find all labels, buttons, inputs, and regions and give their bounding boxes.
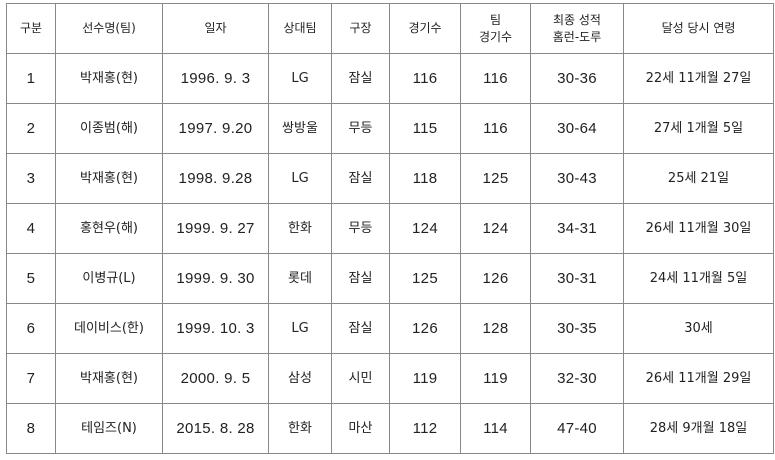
table-row: 6 데이비스(한) 1999. 10. 3 LG 잠실 126 128 30-35 30세 (6, 303, 774, 354)
header-col-age: 달성 당시 연령 (623, 3, 774, 54)
table-row: 2 이종범(해) 1997. 9.20 쌍방울 무등 115 116 30-64 27세 1개월… (6, 103, 774, 154)
table-row: 8 테임즈(N) 2015. 8. 28 한화 마산 112 114 47-40 28세 9개월… (6, 403, 774, 454)
cell-col-stadium: 잠실 (331, 253, 390, 304)
cell-col-index: 5 (6, 253, 56, 304)
cell-col-stadium: 무등 (331, 103, 390, 154)
header-col-stadium: 구장 (331, 3, 390, 54)
cell-col-stadium: 잠실 (331, 303, 390, 354)
cell-col-age: 26세 11개월 30일 (623, 203, 774, 254)
cell-col-team-games: 114 (460, 403, 531, 454)
cell-col-player: 홍현우(해) (55, 203, 163, 254)
cell-col-opponent: 쌍방울 (268, 103, 332, 154)
cell-col-player: 박재홍(현) (55, 153, 163, 204)
cell-col-team-games: 116 (460, 103, 531, 154)
cell-col-team-games: 124 (460, 203, 531, 254)
cell-col-opponent: LG (268, 153, 332, 204)
table-row: 5 이병규(L) 1999. 9. 30 롯데 잠실 125 126 30-31 24세 11개… (6, 253, 774, 304)
thirty-thirty-records-table: 구분 선수명(팀) 일자 상대팀 구장 경기수 팀 경기수 최종 성적 홈런-도루 달성 당시 … (6, 3, 774, 454)
cell-col-opponent: LG (268, 303, 332, 354)
cell-col-date: 1996. 9. 3 (162, 53, 269, 104)
cell-col-opponent: 삼성 (268, 353, 332, 404)
cell-col-stadium: 시민 (331, 353, 390, 404)
cell-col-opponent: 한화 (268, 403, 332, 454)
cell-col-games: 119 (389, 353, 461, 404)
cell-col-index: 6 (6, 303, 56, 354)
table-row: 4 홍현우(해) 1999. 9. 27 한화 무등 124 124 34-31 26세 11개… (6, 203, 774, 254)
cell-col-date: 1999. 10. 3 (162, 303, 269, 354)
cell-col-date: 1999. 9. 30 (162, 253, 269, 304)
cell-col-final-record: 32-30 (530, 353, 624, 404)
cell-col-games: 116 (389, 53, 461, 104)
cell-col-team-games: 128 (460, 303, 531, 354)
cell-col-player: 데이비스(한) (55, 303, 163, 354)
cell-col-player: 이병규(L) (55, 253, 163, 304)
cell-col-final-record: 30-35 (530, 303, 624, 354)
cell-col-games: 125 (389, 253, 461, 304)
table-row: 1 박재홍(현) 1996. 9. 3 LG 잠실 116 116 30-36 22세 11개월… (6, 53, 774, 104)
cell-col-stadium: 잠실 (331, 53, 390, 104)
cell-col-index: 4 (6, 203, 56, 254)
cell-col-age: 28세 9개월 18일 (623, 403, 774, 454)
cell-col-index: 8 (6, 403, 56, 454)
cell-col-stadium: 무등 (331, 203, 390, 254)
cell-col-age: 30세 (623, 303, 774, 354)
header-col-index: 구분 (6, 3, 56, 54)
header-col-final-record: 최종 성적 홈런-도루 (530, 3, 624, 54)
cell-col-team-games: 119 (460, 353, 531, 404)
cell-col-age: 25세 21일 (623, 153, 774, 204)
header-col-team-games: 팀 경기수 (460, 3, 531, 54)
cell-col-stadium: 마산 (331, 403, 390, 454)
cell-col-games: 115 (389, 103, 461, 154)
cell-col-age: 22세 11개월 27일 (623, 53, 774, 104)
cell-col-player: 테임즈(N) (55, 403, 163, 454)
cell-col-games: 126 (389, 303, 461, 354)
cell-col-age: 27세 1개월 5일 (623, 103, 774, 154)
header-row: 구분 선수명(팀) 일자 상대팀 구장 경기수 팀 경기수 최종 성적 홈런-도루 달성 당시 … (6, 3, 774, 54)
cell-col-age: 26세 11개월 29일 (623, 353, 774, 404)
cell-col-games: 118 (389, 153, 461, 204)
cell-col-date: 2015. 8. 28 (162, 403, 269, 454)
cell-col-age: 24세 11개월 5일 (623, 253, 774, 304)
cell-col-index: 3 (6, 153, 56, 204)
cell-col-final-record: 30-36 (530, 53, 624, 104)
cell-col-stadium: 잠실 (331, 153, 390, 204)
cell-col-team-games: 126 (460, 253, 531, 304)
cell-col-final-record: 30-64 (530, 103, 624, 154)
cell-col-games: 112 (389, 403, 461, 454)
cell-col-team-games: 125 (460, 153, 531, 204)
table-row: 3 박재홍(현) 1998. 9.28 LG 잠실 118 125 30-43 25세 21일 (6, 153, 774, 204)
cell-col-date: 1998. 9.28 (162, 153, 269, 204)
cell-col-date: 2000. 9. 5 (162, 353, 269, 404)
header-col-player: 선수명(팀) (55, 3, 163, 54)
cell-col-opponent: LG (268, 53, 332, 104)
cell-col-opponent: 한화 (268, 203, 332, 254)
header-col-date: 일자 (162, 3, 269, 54)
cell-col-final-record: 30-31 (530, 253, 624, 304)
cell-col-index: 2 (6, 103, 56, 154)
cell-col-final-record: 47-40 (530, 403, 624, 454)
cell-col-player: 이종범(해) (55, 103, 163, 154)
cell-col-opponent: 롯데 (268, 253, 332, 304)
cell-col-date: 1997. 9.20 (162, 103, 269, 154)
cell-col-index: 1 (6, 53, 56, 104)
cell-col-index: 7 (6, 353, 56, 404)
cell-col-team-games: 116 (460, 53, 531, 104)
cell-col-final-record: 34-31 (530, 203, 624, 254)
cell-col-games: 124 (389, 203, 461, 254)
cell-col-player: 박재홍(현) (55, 53, 163, 104)
table-row: 7 박재홍(현) 2000. 9. 5 삼성 시민 119 119 32-30 26세 11개월… (6, 353, 774, 404)
cell-col-date: 1999. 9. 27 (162, 203, 269, 254)
header-col-opponent: 상대팀 (268, 3, 332, 54)
cell-col-player: 박재홍(현) (55, 353, 163, 404)
cell-col-final-record: 30-43 (530, 153, 624, 204)
table-body: 1 박재홍(현) 1996. 9. 3 LG 잠실 116 116 30-36 22세 11개월… (6, 53, 774, 454)
header-col-games: 경기수 (389, 3, 461, 54)
